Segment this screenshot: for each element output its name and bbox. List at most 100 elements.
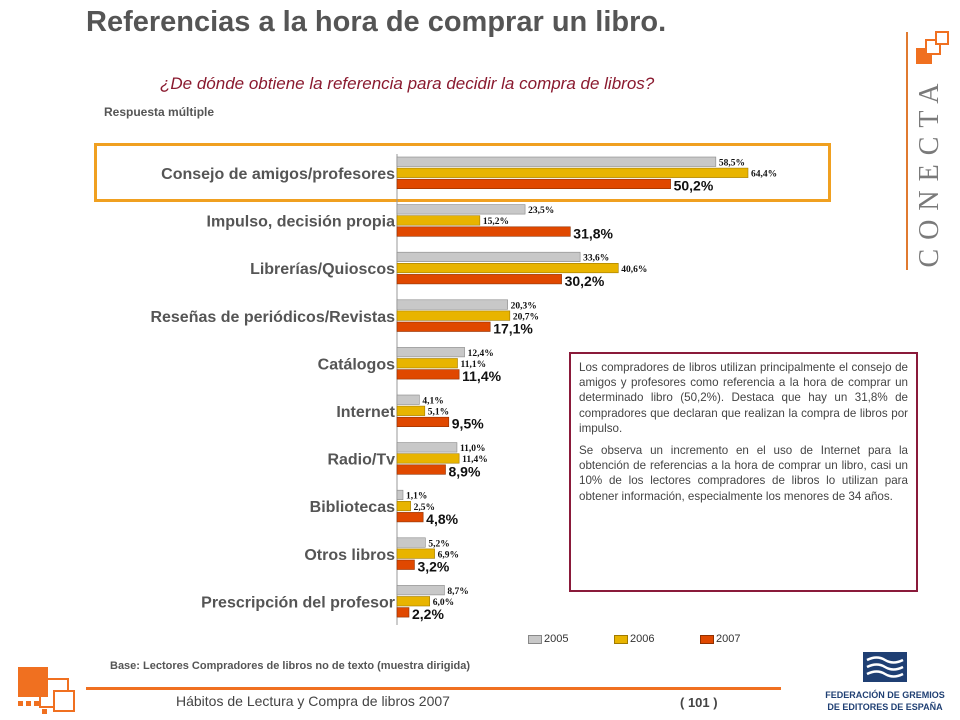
bar-2005 xyxy=(396,347,465,358)
federacion-name-line1: FEDERACIÓN DE GREMIOS xyxy=(825,690,945,700)
category-label: Catálogos xyxy=(318,356,395,373)
bar-2005 xyxy=(396,585,445,596)
bar-2006 xyxy=(396,215,481,226)
bar-2006 xyxy=(396,596,431,607)
data-label-2007: 3,2% xyxy=(417,559,449,575)
bar-2005 xyxy=(396,251,581,262)
category-label: Radio/Tv xyxy=(327,452,395,469)
data-label-2005: 8,7% xyxy=(447,587,468,597)
data-label-2006: 15,2% xyxy=(483,217,509,227)
legend-swatch-2007 xyxy=(700,634,714,644)
bar-2007 xyxy=(396,274,562,285)
bar-2006 xyxy=(396,358,458,369)
category-label: Prescripción del profesor xyxy=(201,594,395,611)
data-label-2005: 5,2% xyxy=(428,539,449,549)
legend-label-2007: 2007 xyxy=(716,633,741,645)
data-label-2007: 11,4% xyxy=(462,368,501,384)
data-label-2005: 58,5% xyxy=(719,159,745,169)
legend-label-2005: 2005 xyxy=(544,633,569,645)
chart-question: ¿De dónde obtiene la referencia para dec… xyxy=(160,74,655,93)
data-label-2006: 2,5% xyxy=(414,503,435,513)
commentary-box: Los compradores de libros utilizan princ… xyxy=(569,352,918,592)
category-label: Internet xyxy=(336,404,395,421)
conecta-logo: CONECTA xyxy=(905,74,955,268)
bar-2005 xyxy=(396,299,508,310)
bar-2005 xyxy=(396,537,426,548)
bar-2005 xyxy=(396,489,404,501)
data-label-2006: 40,6% xyxy=(621,265,647,275)
sample-base-note: Base: Lectores Compradores de libros no … xyxy=(110,660,471,672)
category-label: Consejo de amigos/profesores xyxy=(161,166,395,183)
bar-2006 xyxy=(396,263,619,274)
data-label-2006: 11,1% xyxy=(460,360,486,370)
legend-item-2005: 2005 xyxy=(528,633,568,645)
data-label-2005: 20,3% xyxy=(511,301,537,311)
data-label-2005: 4,1% xyxy=(422,397,443,407)
bar-2006 xyxy=(396,453,460,464)
federacion-name-line2: DE EDITORES DE ESPAÑA xyxy=(827,702,943,712)
footer-title: Hábitos de Lectura y Compra de libros 20… xyxy=(176,693,450,709)
bar-chart: Consejo de amigos/profesores 58,5% 64,4% 50… xyxy=(150,154,777,625)
federacion-logo: FEDERACIÓN DE GREMIOS DE EDITORES DE ESP… xyxy=(820,652,950,713)
brand-divider xyxy=(906,32,908,270)
legend-item-2006: 2006 xyxy=(614,633,654,645)
highlight-box xyxy=(94,143,831,202)
category-label: Bibliotecas xyxy=(310,499,395,516)
category-label: Impulso, decisión propia xyxy=(207,214,396,231)
data-label-2007: 2,2% xyxy=(412,606,444,622)
data-label-2005: 33,6% xyxy=(583,254,609,264)
page-title: Referencias a la hora de comprar un libr… xyxy=(86,6,667,38)
bar-2007 xyxy=(396,321,491,332)
legend-label-2006: 2006 xyxy=(630,633,655,645)
commentary-paragraph-1: Los compradores de libros utilizan princ… xyxy=(579,361,908,435)
bar-2005 xyxy=(396,156,717,167)
commentary-paragraph-2: Se observa un incremento en el uso de In… xyxy=(579,444,908,503)
bar-2007 xyxy=(396,178,671,190)
category-label: Otros libros xyxy=(304,547,395,564)
data-label-2006: 20,7% xyxy=(513,312,539,322)
bar-2005 xyxy=(396,442,458,453)
data-label-2005: 12,4% xyxy=(468,349,494,359)
bar-2007 xyxy=(396,416,450,428)
bar-2007 xyxy=(396,226,571,237)
footer-divider xyxy=(86,687,781,690)
bar-2006 xyxy=(396,167,749,178)
data-label-2005: 11,0% xyxy=(460,444,486,454)
legend-item-2007: 2007 xyxy=(700,633,740,645)
legend-swatch-2005 xyxy=(528,634,542,644)
bar-2005 xyxy=(396,204,526,215)
bar-2007 xyxy=(396,559,415,570)
data-label-2007: 8,9% xyxy=(449,463,481,479)
data-label-2007: 9,5% xyxy=(452,416,484,432)
data-label-2007: 50,2% xyxy=(674,178,714,194)
bar-2007 xyxy=(396,512,424,523)
bar-2007 xyxy=(396,607,410,618)
legend-swatch-2006 xyxy=(614,634,628,644)
bar-2005 xyxy=(396,394,420,405)
bar-2007 xyxy=(396,464,446,475)
data-label-2006: 5,1% xyxy=(428,408,449,418)
corner-squares-logo xyxy=(18,667,75,714)
data-label-2007: 30,2% xyxy=(565,273,605,289)
category-label: Reseñas de periódicos/Revistas xyxy=(150,309,395,326)
multiple-answer-note: Respuesta múltiple xyxy=(104,105,215,119)
data-label-2006: 11,4% xyxy=(462,455,488,465)
data-label-2005: 1,1% xyxy=(406,492,427,502)
data-label-2005: 23,5% xyxy=(528,206,554,216)
data-label-2007: 31,8% xyxy=(573,225,613,241)
federacion-emblem xyxy=(863,652,907,682)
data-label-2006: 6,9% xyxy=(438,550,459,560)
bar-2007 xyxy=(396,369,460,380)
category-label: Librerías/Quioscos xyxy=(250,261,395,278)
bar-2006 xyxy=(396,548,435,559)
bar-2006 xyxy=(396,500,411,512)
conecta-squares-logo xyxy=(916,31,949,64)
data-label-2006: 6,0% xyxy=(433,598,454,608)
page-number: ( 101 ) xyxy=(680,695,718,710)
bar-2006 xyxy=(396,405,426,416)
data-label-2006: 64,4% xyxy=(751,170,777,180)
data-label-2007: 17,1% xyxy=(493,321,533,337)
bar-2006 xyxy=(396,310,511,321)
data-label-2007: 4,8% xyxy=(426,511,458,527)
conecta-wordmark: CONECTA xyxy=(914,74,945,268)
